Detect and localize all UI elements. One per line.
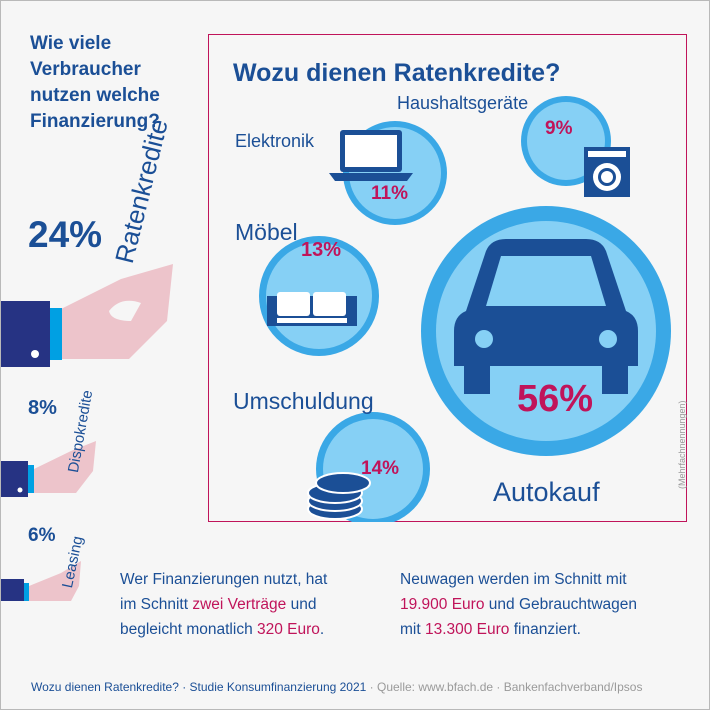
elektronik-label: Elektronik <box>235 131 315 151</box>
leasing-percent: 6% <box>28 525 56 546</box>
note-line: mit 13.300 Euro finanziert. <box>400 617 637 642</box>
side-title: Wie viele Verbraucher nutzen welche Fina… <box>30 31 160 135</box>
umschuldung-label: Umschuldung <box>233 388 374 414</box>
hands-illustration <box>1 264 173 601</box>
dispokredite-percent: 8% <box>28 397 57 419</box>
haushaltsgeraete-circle <box>521 96 630 197</box>
laptop-icon <box>329 130 413 181</box>
umschuldung-circle <box>307 412 430 522</box>
note-highlight: zwei Verträge <box>192 596 287 613</box>
note-text: und Gebrauchtwagen <box>484 596 637 613</box>
main-panel <box>208 34 687 522</box>
note-text: begleicht monatlich <box>120 621 257 638</box>
moebel-label: Möbel <box>235 219 298 245</box>
note-left: Wer Finanzierungen nutzt, hat im Schnitt… <box>120 567 327 642</box>
note-text: und <box>286 596 317 613</box>
car-icon <box>454 239 638 394</box>
note-highlight: 13.300 Euro <box>424 621 510 638</box>
note-text: mit <box>400 621 425 638</box>
autokauf-label: Autokauf <box>493 477 600 507</box>
footer: Wozu dienen Ratenkredite? · Studie Konsu… <box>31 680 642 694</box>
side-title-line: Verbraucher <box>30 59 141 80</box>
side-title-line: Wie viele <box>30 33 112 54</box>
note-text: finanziert. <box>509 621 581 638</box>
haushaltsgeraete-percent: 9% <box>545 118 573 139</box>
hand-icon <box>1 561 81 601</box>
autokauf-percent: 56% <box>517 378 594 420</box>
multiple-answers-note: (Mehrfachnennungen) <box>677 400 687 489</box>
washing-machine-icon <box>584 147 630 197</box>
sofa-icon <box>267 292 357 326</box>
note-line: 19.900 Euro und Gebrauchtwagen <box>400 592 637 617</box>
elektronik-circle <box>329 121 447 225</box>
coins-icon <box>307 472 371 520</box>
usage-circles <box>259 96 671 522</box>
note-text: im Schnitt <box>120 596 193 613</box>
elektronik-percent: 11% <box>371 183 408 204</box>
note-highlight: 320 Euro <box>257 621 320 638</box>
hand-icon <box>1 264 173 367</box>
note-line: begleicht monatlich 320 Euro. <box>120 617 327 642</box>
footer-title: Wozu dienen Ratenkredite? · Studie Konsu… <box>31 680 367 694</box>
note-line: Wer Finanzierungen nutzt, hat <box>120 571 328 588</box>
footer-source: · Quelle: www.bfach.de · Bankenfachverba… <box>366 680 643 694</box>
note-line: im Schnitt zwei Verträge und <box>120 592 327 617</box>
umschuldung-percent: 14% <box>361 458 400 479</box>
side-title-line: Finanzierung? <box>30 111 160 132</box>
autokauf-circle <box>421 206 671 456</box>
note-right: Neuwagen werden im Schnitt mit 19.900 Eu… <box>400 567 637 642</box>
side-title-line: nutzen welche <box>30 85 160 106</box>
hand-icon <box>1 441 96 497</box>
note-text: . <box>319 621 325 638</box>
main-title: Wozu dienen Ratenkredite? <box>233 59 561 87</box>
moebel-percent: 13% <box>301 239 342 261</box>
moebel-circle <box>259 236 379 356</box>
haushaltsgeraete-label: Haushaltsgeräte <box>397 93 529 113</box>
ratenkredite-percent: 24% <box>28 214 103 255</box>
note-line: Neuwagen werden im Schnitt mit <box>400 571 627 588</box>
note-highlight: 19.900 Euro <box>400 596 485 613</box>
